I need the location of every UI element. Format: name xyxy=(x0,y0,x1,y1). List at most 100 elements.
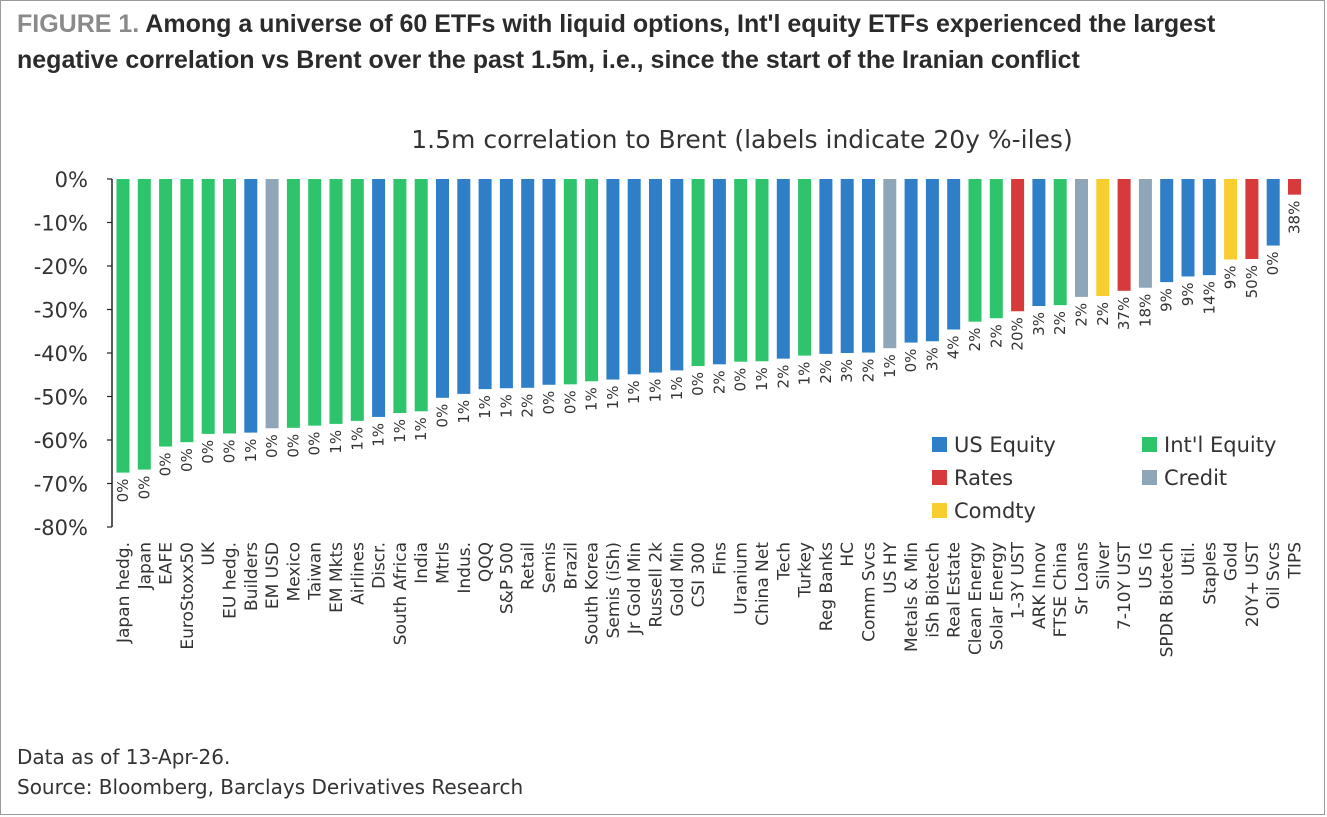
bar-discr xyxy=(372,179,386,417)
x-tick-label: 20Y+ UST xyxy=(1243,541,1263,627)
legend-swatch-int-l-equity xyxy=(1142,437,1157,452)
bar-comm-svcs xyxy=(862,179,875,353)
percentile-label: 1% xyxy=(327,430,345,454)
x-tick-label: QQQ xyxy=(476,542,496,582)
x-tick-label: Builders xyxy=(242,542,262,611)
percentile-label: 1% xyxy=(455,400,473,424)
x-tick-label: Real Estate xyxy=(945,542,965,638)
x-tick-label: EM USD xyxy=(263,542,283,609)
x-tick-label: iSh Biotech xyxy=(923,542,943,638)
percentile-label: 0% xyxy=(284,434,302,458)
percentile-label: 0% xyxy=(732,368,750,392)
x-tick-label: Oil Svcs xyxy=(1264,542,1284,609)
bar-us-ig xyxy=(1138,179,1152,288)
x-tick-label: Semis xyxy=(540,542,560,594)
bar-tips xyxy=(1288,179,1301,195)
percentile-label: 38% xyxy=(1286,201,1304,234)
bar-sr-loans xyxy=(1075,179,1088,297)
legend: US Equity Int'l Equity Rates Credit Comdty xyxy=(932,433,1276,523)
percentile-label: 0% xyxy=(689,372,707,396)
percentile-label: 1% xyxy=(370,423,388,447)
x-tick-label: Russell 2k xyxy=(647,542,667,628)
percentile-label: 0% xyxy=(178,448,196,472)
percentile-label: 1% xyxy=(391,419,409,443)
bar-uranium xyxy=(734,179,748,362)
percentile-label: 0% xyxy=(199,440,217,464)
y-tick-label: -40% xyxy=(34,342,88,366)
bar-eu-hedg xyxy=(223,179,236,434)
bar-real-estate xyxy=(947,179,961,330)
percentile-label: 2% xyxy=(817,360,835,384)
x-tick-label: Taiwan xyxy=(306,542,326,601)
x-tick-label: Mexico xyxy=(284,542,304,601)
x-tick-label: Reg Banks xyxy=(817,542,837,631)
percentile-label: 2% xyxy=(1051,311,1069,335)
bar-us-hy xyxy=(883,179,897,349)
bar-solar-energy xyxy=(989,179,1003,319)
legend-label-us-equity: US Equity xyxy=(954,433,1056,457)
percentile-label: 1% xyxy=(242,439,260,463)
percentile-label: 2% xyxy=(860,359,878,383)
x-tick-label: Mtrls xyxy=(434,542,454,584)
percentile-label: 2% xyxy=(519,394,537,418)
legend-swatch-us-equity xyxy=(932,437,947,452)
bar-fins xyxy=(712,179,726,365)
percentile-label: 1% xyxy=(497,394,515,418)
y-tick-label: -20% xyxy=(34,255,88,279)
percentile-label: 0% xyxy=(135,476,153,500)
bar-builders xyxy=(244,179,258,433)
x-tick-label: 7-10Y UST xyxy=(1115,541,1135,630)
bar-semis-ish xyxy=(606,179,620,380)
y-tick-label: -10% xyxy=(34,212,88,236)
percentile-label: 2% xyxy=(966,328,984,352)
percentile-label: 3% xyxy=(923,347,941,371)
bar-silver xyxy=(1096,179,1110,297)
y-tick-label: -30% xyxy=(34,299,88,323)
figure-headline: FIGURE 1. Among a universe of 60 ETFs wi… xyxy=(17,6,1307,78)
bar-oil-svcs xyxy=(1266,179,1280,246)
percentile-label: 1% xyxy=(604,386,622,410)
percentile-label: 0% xyxy=(114,479,132,503)
bar-qqq xyxy=(478,179,492,390)
bar-japan xyxy=(137,179,151,470)
bar-spdr-biotech xyxy=(1160,179,1174,283)
legend-label-rates: Rates xyxy=(954,466,1013,490)
x-tick-label: Metals & Min xyxy=(902,542,922,652)
x-tick-label: EAFE xyxy=(157,542,177,585)
percentile-label: 2% xyxy=(710,370,728,394)
x-tick-label: ARK Innov xyxy=(1030,542,1050,629)
x-tick-label: FTSE China xyxy=(1051,542,1071,637)
x-tick-label: Gold xyxy=(1222,542,1242,581)
bar-south-korea xyxy=(585,179,599,382)
x-tick-label: Indus. xyxy=(455,542,475,594)
percentile-label: 1% xyxy=(348,427,366,451)
bar-gold xyxy=(1224,179,1238,260)
bar-hc xyxy=(840,179,854,353)
x-tick-label: Jr Gold Min xyxy=(625,542,645,635)
x-tick-label: Silver xyxy=(1094,542,1114,590)
percentile-label: 20% xyxy=(1009,317,1027,350)
x-tick-label: Comm Svcs xyxy=(860,542,880,642)
bar-china-net xyxy=(755,179,769,362)
bar-india xyxy=(414,179,428,412)
x-tick-label: Solar Energy xyxy=(987,542,1007,650)
x-tick-label: Retail xyxy=(519,542,539,590)
bar-clean-energy xyxy=(968,179,982,322)
bar-1-3y-ust xyxy=(1011,179,1025,312)
bar-jr-gold-min xyxy=(627,179,641,375)
percentile-label: 4% xyxy=(945,336,963,360)
x-tick-label: EuroStoxx50 xyxy=(178,542,198,650)
bar-tech xyxy=(776,179,790,359)
bar-em-mkts xyxy=(329,179,343,424)
percentile-labels-group: 0% 0%0% 0% 0% 0% 1% 0% 0% 0% 1% 1% 1% 1% 1%0% 1% 1% 1% 2%… xyxy=(114,201,1304,503)
figure-number: FIGURE 1. xyxy=(17,10,140,38)
x-tick-label: SPDR Biotech xyxy=(1158,542,1178,657)
bar-util xyxy=(1181,179,1195,277)
bar-indus xyxy=(457,179,471,394)
bar-eafe xyxy=(159,179,173,447)
x-tick-label: Japan xyxy=(135,542,155,590)
bar-russell-2k xyxy=(649,179,662,373)
percentile-label: 0% xyxy=(1264,252,1282,276)
bar-mexico xyxy=(286,179,300,428)
percentile-label: 3% xyxy=(838,359,856,383)
